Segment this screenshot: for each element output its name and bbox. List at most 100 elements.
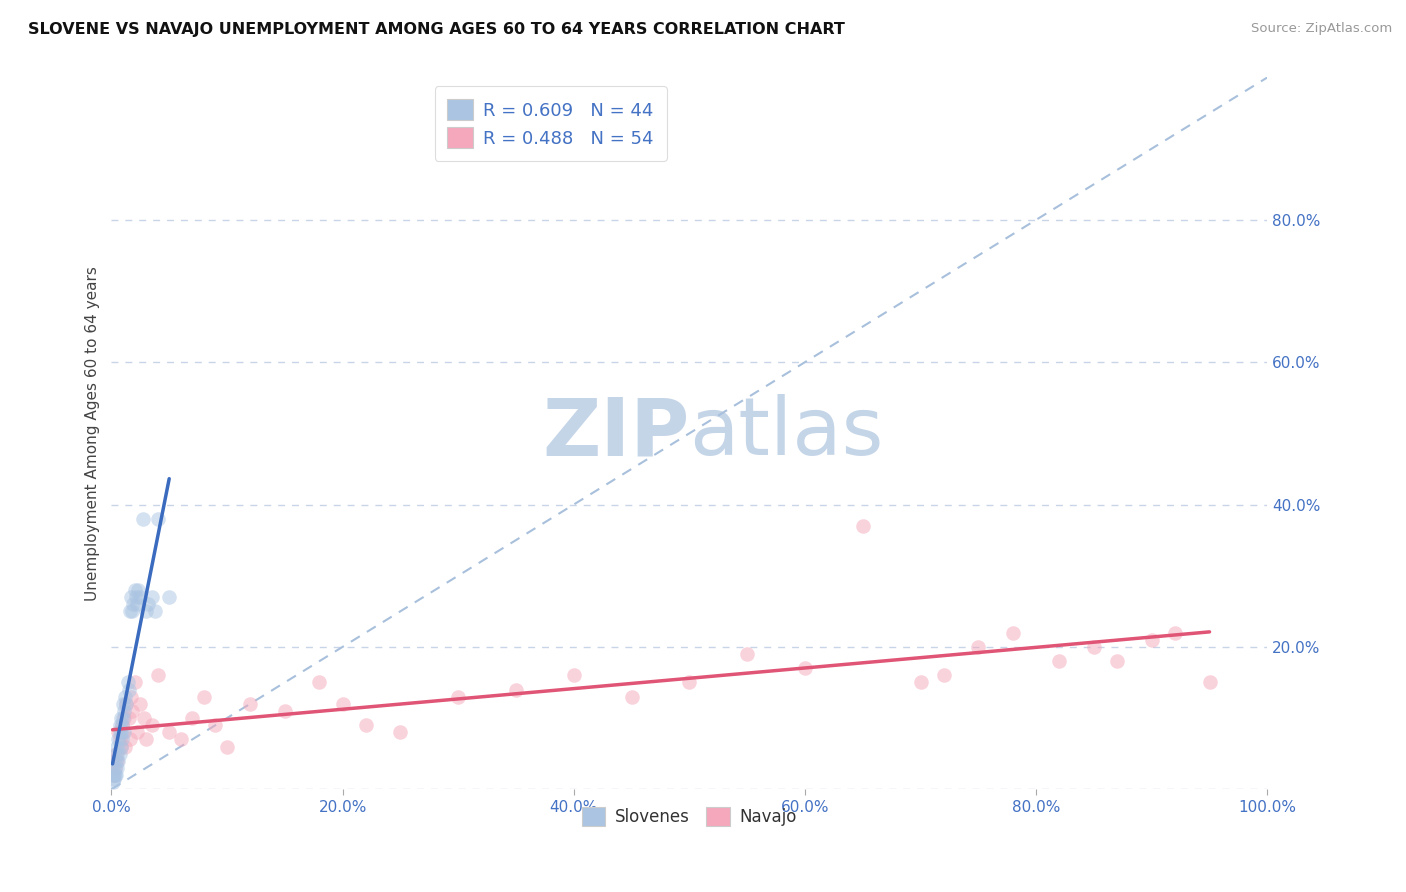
Point [101,768,124,782]
Point [354,718,377,732]
Point [117,675,139,690]
Point [101,775,124,789]
Point [125,590,148,604]
Point [120,690,142,704]
Point [132,711,155,725]
Point [447,690,470,704]
Point [910,675,932,690]
Point [118,711,141,725]
Point [1002,625,1025,640]
Point [124,675,146,690]
Point [103,754,125,768]
Point [389,725,412,739]
Legend: Slovenes, Navajo: Slovenes, Navajo [574,798,806,834]
Point [131,512,153,526]
Point [118,732,141,747]
Point [332,697,354,711]
Point [104,761,127,775]
Point [129,697,152,711]
Point [104,768,127,782]
Point [105,768,128,782]
Point [111,725,134,739]
Point [124,582,146,597]
Point [105,754,128,768]
Point [121,604,143,618]
Point [122,597,145,611]
Point [111,718,134,732]
Point [127,582,149,597]
Point [114,690,136,704]
Point [794,661,817,675]
Point [204,718,226,732]
Point [105,747,128,761]
Point [1107,654,1129,668]
Point [110,711,132,725]
Point [105,761,128,775]
Point [1164,625,1187,640]
Point [143,604,166,618]
Point [108,718,131,732]
Point [118,604,141,618]
Point [135,604,157,618]
Point [108,725,131,739]
Point [105,739,128,754]
Point [505,682,527,697]
Point [193,690,215,704]
Point [125,725,148,739]
Point [110,739,132,754]
Point [129,590,152,604]
Text: Source: ZipAtlas.com: Source: ZipAtlas.com [1251,22,1392,36]
Point [104,761,127,775]
Point [852,519,875,533]
Point [620,690,643,704]
Point [181,711,204,725]
Point [111,718,134,732]
Point [103,768,125,782]
Point [107,732,129,747]
Point [108,732,131,747]
Point [562,668,585,682]
Point [112,704,135,718]
Point [115,697,138,711]
Point [118,682,141,697]
Point [170,732,193,747]
Point [308,675,330,690]
Point [135,732,157,747]
Point [141,718,163,732]
Point [105,747,128,761]
Point [735,647,758,661]
Text: atlas: atlas [689,394,884,473]
Point [110,739,132,754]
Point [111,732,134,747]
Point [107,754,129,768]
Point [678,675,700,690]
Point [1047,654,1070,668]
Point [215,739,238,754]
Point [1198,675,1220,690]
Point [112,711,135,725]
Point [111,697,134,711]
Point [107,725,129,739]
Point [967,640,990,654]
Point [105,754,128,768]
Text: SLOVENE VS NAVAJO UNEMPLOYMENT AMONG AGES 60 TO 64 YEARS CORRELATION CHART: SLOVENE VS NAVAJO UNEMPLOYMENT AMONG AGE… [28,22,845,37]
Text: ZIP: ZIP [543,394,689,473]
Point [115,697,138,711]
Y-axis label: Unemployment Among Ages 60 to 64 years: Unemployment Among Ages 60 to 64 years [86,266,100,601]
Point [125,597,148,611]
Point [120,590,142,604]
Point [274,704,297,718]
Point [146,668,169,682]
Point [111,711,134,725]
Point [103,772,125,786]
Point [932,668,955,682]
Point [239,697,262,711]
Point [110,725,132,739]
Point [114,739,136,754]
Point [138,597,160,611]
Point [157,590,180,604]
Point [1140,632,1163,647]
Point [121,704,143,718]
Point [1083,640,1105,654]
Point [157,725,180,739]
